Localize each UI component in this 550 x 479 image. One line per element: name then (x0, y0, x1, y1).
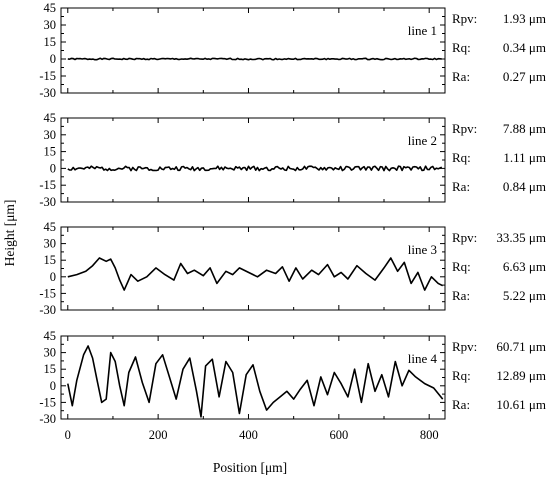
stat-value-rpv: 33.35 μm (496, 230, 546, 245)
panel-3: -30 -15 0 15 30 45 line 3 Rpv: 33.35 μm Rq: 6.63 μ… (39, 220, 546, 317)
stat-value-rpv: 7.88 μm (503, 121, 546, 136)
stat-label-ra: Ra: (452, 69, 470, 84)
stat-value-ra: 10.61 μm (496, 397, 546, 412)
panel-1: -30 -15 0 15 30 45 line 1 Rpv: 1.93 μm Rq: 0.34 μm… (39, 1, 546, 100)
y-tick-label: 30 (44, 346, 57, 360)
y-tick-label: -15 (39, 395, 56, 409)
x-axis-title: Position [μm] (213, 460, 287, 475)
y-tick-label: 15 (44, 362, 57, 376)
plot-frame (60, 117, 446, 203)
line-title: line 2 (408, 133, 437, 148)
y-tick-label: 15 (44, 145, 57, 159)
panel-4: -30 -15 0 15 30 45 line 4 Rpv: 60.71 μm Rq: 12.89 … (39, 329, 546, 426)
line-title: line 1 (408, 23, 437, 38)
y-tick-label: 30 (44, 18, 57, 32)
y-tick-label: -30 (39, 412, 56, 426)
y-tick-label: 0 (50, 161, 56, 175)
stat-label-rq: Rq: (452, 150, 471, 165)
stat-value-ra: 0.84 μm (503, 179, 546, 194)
x-tick-label: 0 (65, 428, 71, 442)
stat-label-rpv: Rpv: (452, 230, 477, 245)
stat-label-rq: Rq: (452, 40, 471, 55)
y-tick-label: -15 (39, 69, 56, 83)
x-tick-label: 600 (329, 428, 348, 442)
profile-line (67, 257, 444, 291)
y-tick-label: 45 (44, 1, 57, 15)
line-title: line 3 (408, 242, 437, 257)
stat-label-rpv: Rpv: (452, 11, 477, 26)
y-tick-label: 0 (50, 270, 56, 284)
profile-line (67, 345, 444, 418)
y-tick-label: 0 (50, 52, 56, 66)
stat-label-ra: Ra: (452, 397, 470, 412)
y-tick-label: -15 (39, 286, 56, 300)
y-tick-label: -30 (39, 195, 56, 209)
stat-value-rq: 0.34 μm (503, 40, 546, 55)
stat-value-rpv: 1.93 μm (503, 11, 546, 26)
chart-panels: -30 -15 0 15 30 45 line 1 Rpv: 1.93 μm Rq: 0.34 μm… (39, 1, 546, 442)
y-tick-label: 0 (50, 379, 56, 393)
y-tick-label: 15 (44, 253, 57, 267)
stat-label-rq: Rq: (452, 259, 471, 274)
y-tick-label: 30 (44, 128, 57, 142)
stat-label-rpv: Rpv: (452, 121, 477, 136)
stat-label-rpv: Rpv: (452, 339, 477, 354)
x-tick-label: 200 (149, 428, 168, 442)
y-tick-label: -30 (39, 86, 56, 100)
x-tick-label: 800 (420, 428, 439, 442)
line-title: line 4 (408, 351, 438, 366)
plot-frame (60, 226, 446, 311)
stat-label-rq: Rq: (452, 368, 471, 383)
y-tick-label: -15 (39, 178, 56, 192)
profile-line (67, 57, 442, 61)
y-tick-label: 30 (44, 237, 57, 251)
panel-2: -30 -15 0 15 30 45 line 2 Rpv: 7.88 μm Rq: 1.11 μm… (39, 111, 546, 209)
y-tick-label: 45 (44, 329, 57, 343)
y-tick-label: 45 (44, 111, 57, 125)
stat-value-rq: 12.89 μm (496, 368, 546, 383)
y-tick-label: 15 (44, 35, 57, 49)
y-axis-title: Height [μm] (2, 200, 17, 267)
y-tick-label: -30 (39, 303, 56, 317)
stat-value-ra: 0.27 μm (503, 69, 546, 84)
stat-value-rpv: 60.71 μm (496, 339, 546, 354)
profile-line (67, 165, 443, 172)
stat-value-rq: 6.63 μm (503, 259, 546, 274)
plot-frame (60, 7, 446, 94)
stat-value-rq: 1.11 μm (503, 150, 546, 165)
stat-label-ra: Ra: (452, 288, 470, 303)
y-tick-label: 45 (44, 220, 57, 234)
x-tick-label: 400 (239, 428, 258, 442)
stat-value-ra: 5.22 μm (503, 288, 546, 303)
stat-label-ra: Ra: (452, 179, 470, 194)
